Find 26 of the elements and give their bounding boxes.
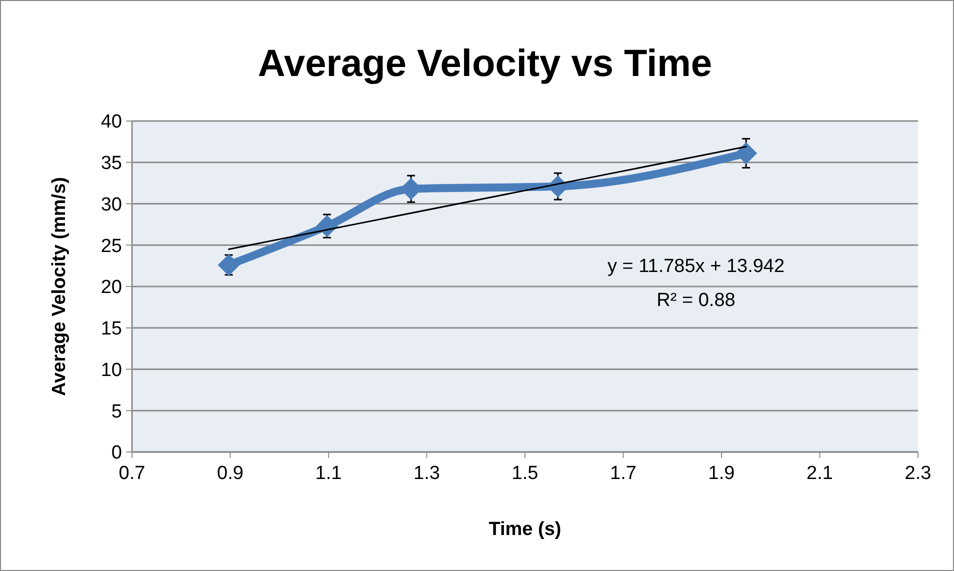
x-tick-label: 1.1: [315, 463, 342, 484]
y-axis-title: Average Velocity (mm/s): [49, 177, 70, 396]
x-tick-label: 2.3: [904, 463, 932, 484]
point: [316, 215, 338, 238]
x-tick-label: 0.9: [217, 463, 244, 484]
y-tick-label: 40: [100, 112, 122, 133]
y-tick-label: 5: [111, 401, 122, 422]
point: [218, 254, 240, 276]
x-tick-label: 0.7: [118, 463, 146, 484]
chart-title: Average Velocity vs Time: [258, 43, 712, 85]
annotation: y = 11.785x + 13.942: [607, 256, 785, 277]
point: [735, 142, 758, 164]
x-tick-label: 1.3: [414, 463, 440, 484]
x-tick-label: 1.9: [708, 463, 735, 484]
y-tick-label: 30: [100, 194, 122, 216]
y-tick-label: 15: [100, 318, 122, 340]
annotation: R² = 0.88: [656, 290, 736, 311]
x-tick-label: 1.7: [610, 463, 636, 484]
y-tick-label: 10: [100, 360, 122, 381]
x-tick-label: 1.5: [512, 463, 538, 484]
x-tick-label: 2.1: [806, 463, 833, 484]
y-tick-label: 0: [111, 442, 122, 464]
x-axis-title: Time (s): [488, 519, 562, 540]
y-tick-label: 35: [100, 153, 122, 174]
y-tick-label: 25: [100, 236, 122, 257]
y-tick-label: 20: [100, 277, 122, 298]
